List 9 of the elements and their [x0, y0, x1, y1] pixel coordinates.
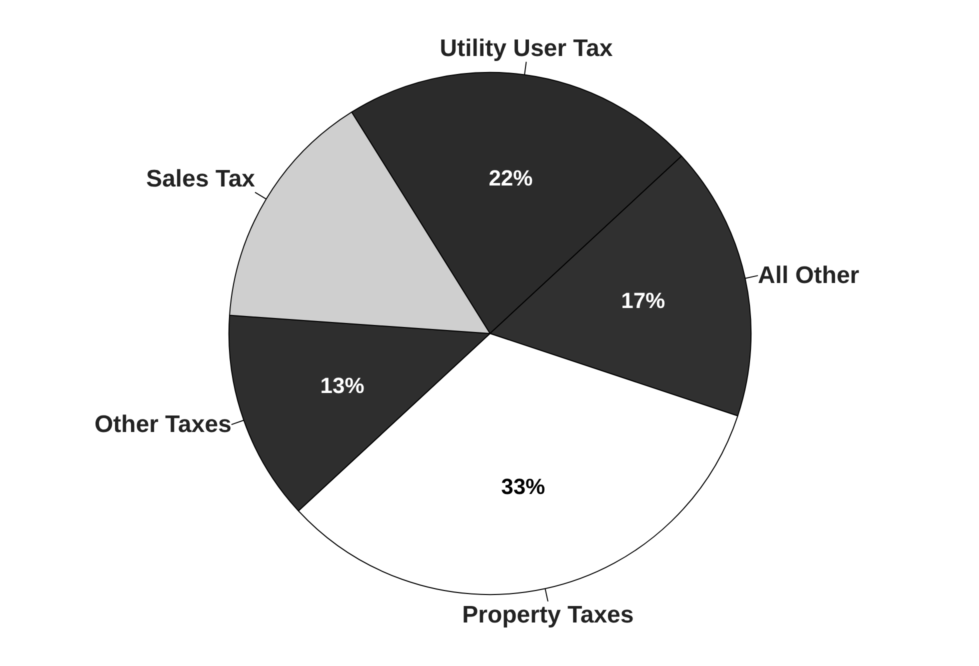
slice-label: Other Taxes — [94, 411, 232, 438]
data-label: 13% — [320, 373, 364, 398]
data-label: 17% — [621, 288, 666, 313]
slice-label: Sales Tax — [146, 165, 256, 192]
data-label: 22% — [488, 166, 533, 191]
slice-label: All Other — [758, 262, 860, 290]
data-label: 33% — [501, 474, 546, 500]
slice-label: Utility User Tax — [440, 34, 614, 62]
slice-label: Property Taxes — [462, 601, 634, 628]
